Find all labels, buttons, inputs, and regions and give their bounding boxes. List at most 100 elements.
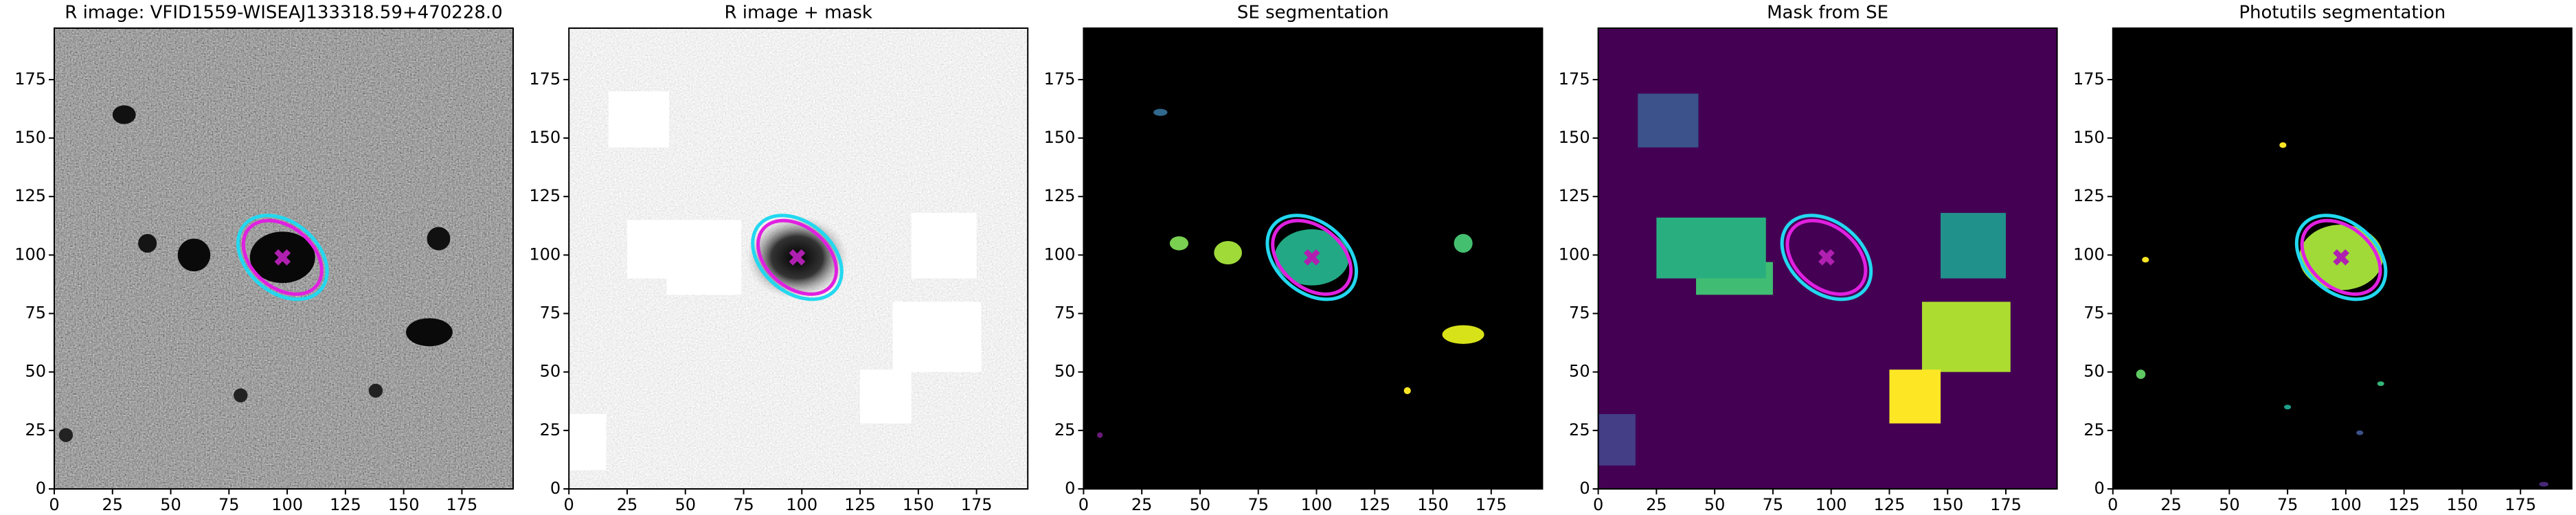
x-tick-label: 25: [1131, 495, 1153, 514]
axes-frame: [2112, 27, 2573, 490]
source: [2356, 430, 2364, 435]
x-tick-label: 25: [102, 495, 123, 514]
y-tick-label: 75: [1569, 304, 1590, 323]
source: [427, 227, 451, 251]
axes-frame: [1597, 27, 2058, 490]
x-tick-label: 100: [1816, 495, 1847, 514]
x-tick-label: 175: [2505, 495, 2536, 514]
x-tick-label: 100: [2330, 495, 2362, 514]
y-tick-label: 0: [1579, 479, 1590, 498]
panel-title: R image + mask: [724, 3, 872, 23]
panel-title: Photutils segmentation: [2239, 3, 2445, 23]
x-tick-label: 150: [2447, 495, 2478, 514]
x-tick-label: 125: [1359, 495, 1390, 514]
x-tick-label: 100: [271, 495, 303, 514]
panel: Mask from SE 0 25 50 75 100 125 150 175 0 25 50 75 10…: [1559, 3, 2058, 514]
center-marker: [2333, 249, 2349, 266]
y-tick-label: 50: [1054, 362, 1076, 381]
y-tick-label: 0: [36, 479, 46, 498]
y-tick-label: 25: [2083, 420, 2105, 439]
source: [1097, 432, 1103, 438]
x-tick-label: 0: [49, 495, 59, 514]
source: [2284, 404, 2292, 410]
y-tick-label: 75: [25, 304, 46, 323]
y-tick-label: 75: [1054, 304, 1076, 323]
axes-frame: [54, 27, 514, 490]
panel: SE segmentation 0 25 50 75 100 125 150 175 0 25 50 7…: [1044, 3, 1544, 514]
y-tick-label: 25: [1054, 420, 1076, 439]
y-tick-label: 125: [1559, 186, 1590, 205]
x-tick-label: 150: [388, 495, 420, 514]
y-tick-label: 125: [2073, 186, 2105, 205]
inner-ellipse: [2300, 218, 2382, 296]
x-tick-label: 150: [903, 495, 934, 514]
x-tick-label: 100: [786, 495, 817, 514]
inner-ellipse: [1785, 218, 1868, 296]
x-tick-label: 100: [1301, 495, 1333, 514]
y-tick-label: 150: [2073, 128, 2105, 147]
source: [1403, 387, 1411, 395]
center-marker: [1818, 249, 1835, 266]
source: [112, 105, 136, 124]
image: [2112, 28, 2572, 489]
region: [1598, 414, 1636, 466]
x-tick-label: 175: [1476, 495, 1507, 514]
region: [1941, 213, 2007, 279]
y-tick-label: 75: [2083, 304, 2105, 323]
source: [1442, 325, 1484, 344]
x-tick-label: 25: [617, 495, 638, 514]
panel-title: R image: VFID1559-WISEAJ133318.59+470228…: [65, 3, 502, 23]
axes-frame: [1083, 27, 1544, 490]
x-tick-label: 50: [1704, 495, 1726, 514]
y-tick-label: 100: [2073, 244, 2105, 264]
y-tick-label: 50: [1569, 362, 1590, 381]
y-tick-label: 125: [14, 186, 46, 205]
region: [1656, 217, 1766, 279]
y-tick-label: 75: [540, 304, 561, 323]
y-tick-label: 150: [1559, 128, 1590, 147]
y-tick-label: 175: [1044, 69, 1076, 89]
panel-title: SE segmentation: [1237, 3, 1389, 23]
y-tick-label: 100: [529, 244, 561, 264]
source: [177, 238, 211, 272]
center-marker: [274, 249, 291, 266]
x-tick-label: 150: [1417, 495, 1449, 514]
image: [1598, 28, 2057, 489]
y-tick-label: 175: [529, 69, 561, 89]
region: [1638, 93, 1699, 148]
source: [1214, 240, 1242, 265]
region: [1921, 301, 2011, 372]
y-tick-label: 50: [540, 362, 561, 381]
image: [1083, 28, 1543, 489]
x-tick-label: 0: [1078, 495, 1089, 514]
y-tick-label: 0: [550, 479, 561, 498]
source: [2539, 481, 2549, 487]
x-tick-label: 150: [1932, 495, 1963, 514]
x-tick-label: 0: [2108, 495, 2118, 514]
x-tick-label: 125: [844, 495, 876, 514]
y-tick-label: 150: [529, 128, 561, 147]
y-tick-label: 0: [1065, 479, 1075, 498]
region: [1889, 369, 1941, 424]
outer-ellipse: [1780, 214, 1873, 301]
y-tick-label: 125: [1044, 186, 1076, 205]
y-tick-label: 25: [540, 420, 561, 439]
panel: Photutils segmentation 0 25 50 75 100 125 150 17…: [2073, 3, 2573, 514]
y-tick-label: 100: [1044, 244, 1076, 264]
panel-title: Mask from SE: [1767, 3, 1888, 23]
x-tick-label: 75: [1763, 495, 1784, 514]
x-tick-label: 75: [1247, 495, 1269, 514]
region: [892, 301, 982, 372]
source: [1169, 236, 1188, 251]
x-tick-label: 0: [564, 495, 574, 514]
x-tick-label: 125: [1874, 495, 1906, 514]
y-tick-label: 175: [2073, 69, 2105, 89]
x-tick-label: 125: [2388, 495, 2420, 514]
source: [406, 318, 453, 347]
image: [54, 28, 513, 489]
y-tick-label: 175: [1559, 69, 1590, 89]
region: [860, 369, 912, 424]
x-tick-label: 175: [961, 495, 993, 514]
